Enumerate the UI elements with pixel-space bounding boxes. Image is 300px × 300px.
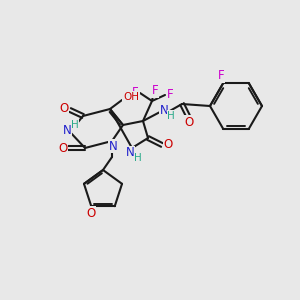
Text: F: F (167, 88, 173, 101)
Text: F: F (152, 85, 158, 98)
Text: O: O (59, 101, 69, 115)
Text: O: O (184, 116, 194, 128)
Text: O: O (164, 139, 172, 152)
Text: N: N (109, 140, 117, 152)
Text: H: H (134, 153, 142, 163)
Text: O: O (87, 207, 96, 220)
Text: N: N (126, 146, 134, 160)
Text: F: F (218, 69, 224, 82)
Text: N: N (160, 103, 168, 116)
Text: H: H (167, 111, 175, 121)
Text: OH: OH (123, 92, 139, 102)
Text: H: H (71, 120, 79, 130)
Text: O: O (58, 142, 68, 154)
Text: N: N (63, 124, 71, 137)
Text: F: F (132, 86, 138, 100)
